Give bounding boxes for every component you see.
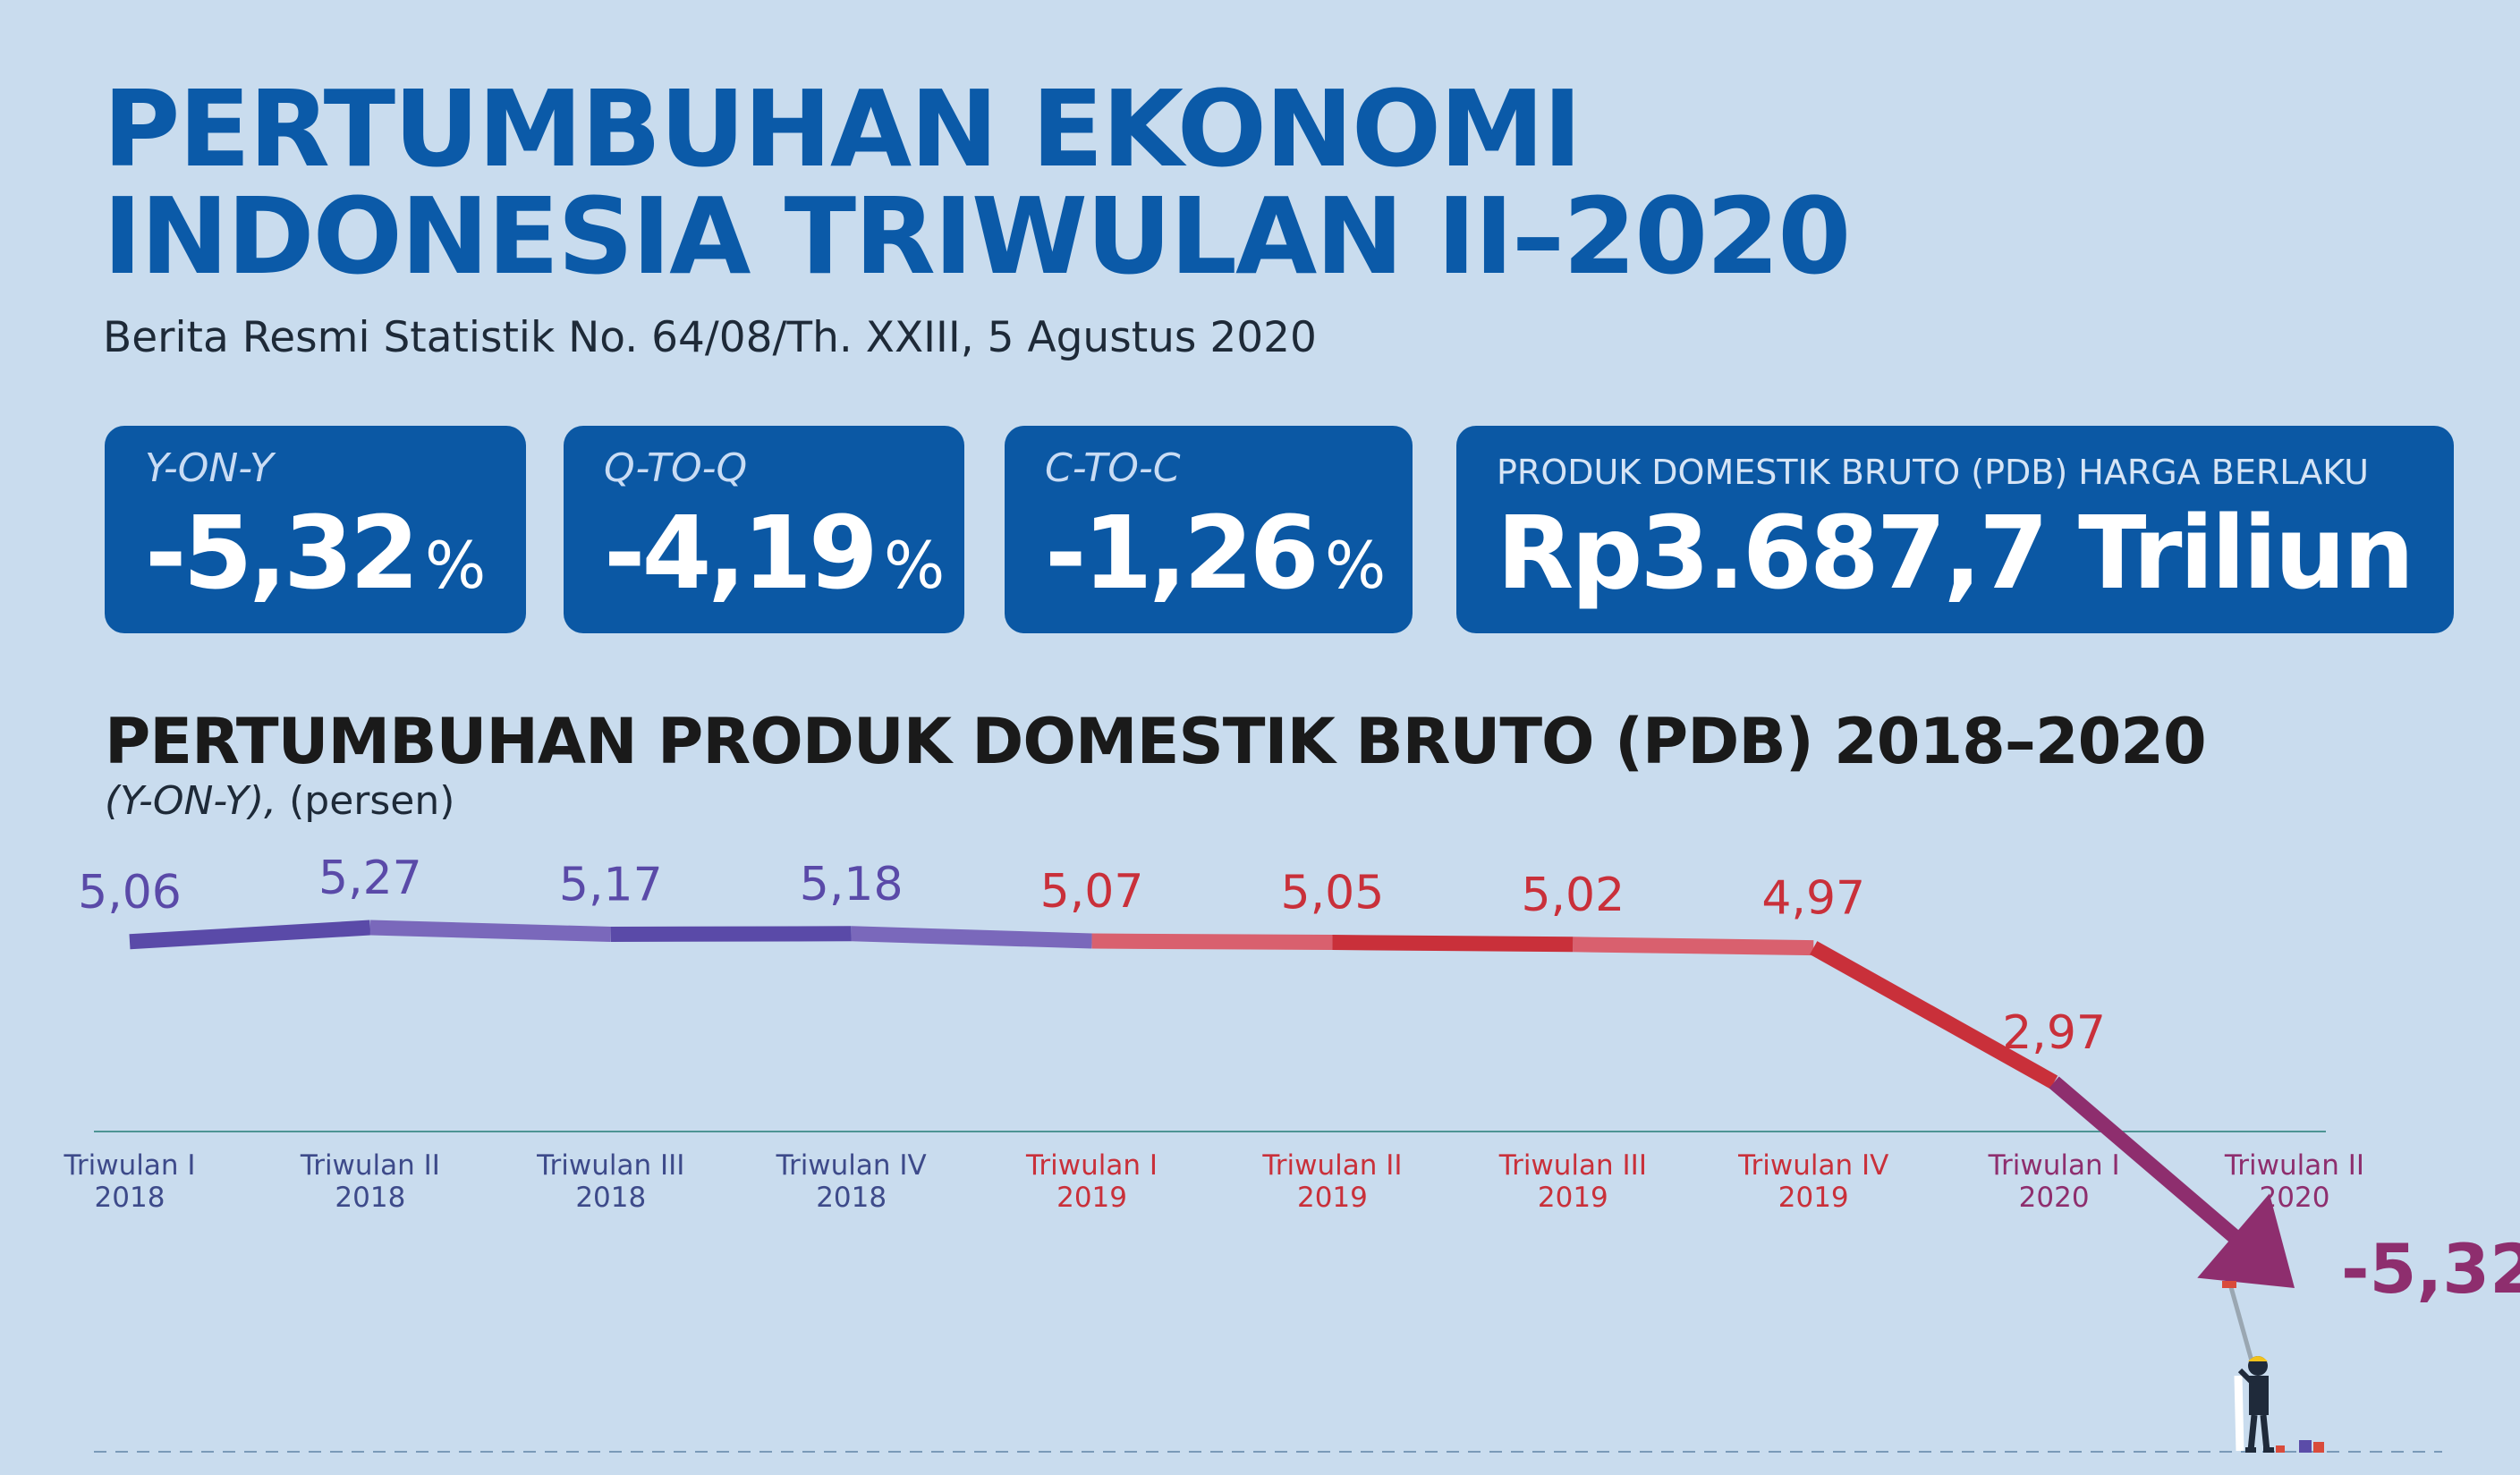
line-segment-6 bbox=[1332, 935, 1574, 953]
tick-label-5-year: 2019 bbox=[1056, 1182, 1127, 1214]
page-title-line-2: INDONESIA TRIWULAN II–2020 bbox=[103, 174, 1851, 298]
yoy-card: Y-ON-Y -5,32% bbox=[105, 426, 526, 633]
tick-label-10-year: 2020 bbox=[2260, 1182, 2330, 1214]
chart-title: PERTUMBUHAN PRODUK DOMESTIK BRUTO (PDB) … bbox=[105, 705, 2207, 778]
chart-subtitle-rest: (persen) bbox=[276, 778, 455, 824]
pdb-value: Rp3.687,7 Triliun bbox=[1497, 496, 2414, 612]
line-segment-5 bbox=[1091, 933, 1333, 951]
value-label-9: 2,97 bbox=[2002, 1006, 2106, 1060]
value-label-10: -5,32 bbox=[2341, 1229, 2520, 1309]
value-label-1: 5,06 bbox=[78, 866, 182, 920]
value-label-6: 5,05 bbox=[1281, 867, 1385, 920]
tick-label-3-year: 2018 bbox=[575, 1182, 646, 1214]
tick-label-6-quarter: Triwulan II bbox=[1261, 1149, 1402, 1182]
chart-arrowhead-group bbox=[2197, 1193, 2295, 1288]
arrowhead-mark bbox=[2197, 1193, 2295, 1288]
tick-label-10-quarter: Triwulan II bbox=[2224, 1149, 2364, 1182]
chart-segments bbox=[129, 920, 2266, 1265]
qtoq-card: Q-TO-Q -4,19% bbox=[564, 426, 964, 633]
page-title-line-1: PERTUMBUHAN EKONOMI bbox=[103, 67, 1582, 191]
tick-label-8-year: 2019 bbox=[1778, 1182, 1849, 1214]
tick-label-1-quarter: Triwulan I bbox=[64, 1149, 196, 1182]
qtoq-value: -4,19 bbox=[604, 496, 878, 612]
ctoc-label: C-TO-C bbox=[1045, 445, 1181, 491]
line-segment-9 bbox=[2049, 1076, 2266, 1265]
line-segment-1 bbox=[129, 920, 371, 950]
value-label-8: 4,97 bbox=[1761, 872, 1865, 926]
tick-label-5-quarter: Triwulan I bbox=[1025, 1149, 1158, 1182]
yoy-label: Y-ON-Y bbox=[145, 445, 274, 491]
ctoc-card: C-TO-C -1,26% bbox=[1005, 426, 1413, 633]
ctoc-unit: % bbox=[1324, 528, 1387, 603]
tick-label-7-year: 2019 bbox=[1538, 1182, 1608, 1214]
yoy-value-group: -5,32% bbox=[145, 496, 486, 612]
chart-value-labels: 5,06 5,27 5,17 5,18 5,07 5,05 5,02 4,97 2,97 -5,3… bbox=[78, 852, 2520, 1309]
tick-label-8-quarter: Triwulan IV bbox=[1737, 1149, 1888, 1182]
line-segment-7 bbox=[1573, 937, 1814, 956]
qtoq-label: Q-TO-Q bbox=[604, 445, 748, 491]
line-segment-8 bbox=[1810, 941, 2058, 1089]
tick-label-6-year: 2019 bbox=[1297, 1182, 1368, 1214]
page-subtitle: Berita Resmi Statistik No. 64/08/Th. XXI… bbox=[103, 313, 1317, 362]
value-label-3: 5,17 bbox=[559, 859, 663, 912]
tick-label-9-quarter: Triwulan I bbox=[1988, 1149, 2120, 1182]
line-segment-3 bbox=[610, 926, 852, 943]
yoy-unit: % bbox=[424, 528, 487, 603]
tick-label-7-quarter: Triwulan III bbox=[1498, 1149, 1647, 1182]
tick-label-2-year: 2018 bbox=[335, 1182, 405, 1214]
chart-subtitle: (Y-ON-Y), (persen) bbox=[105, 778, 454, 824]
value-label-2: 5,27 bbox=[318, 852, 422, 905]
value-label-4: 5,18 bbox=[800, 858, 904, 911]
yoy-value: -5,32 bbox=[145, 496, 420, 612]
tick-label-4-quarter: Triwulan IV bbox=[776, 1149, 927, 1182]
ctoc-value: -1,26 bbox=[1045, 496, 1319, 612]
tick-label-3-quarter: Triwulan III bbox=[536, 1149, 684, 1182]
value-label-5: 5,07 bbox=[1040, 865, 1144, 919]
ctoc-value-group: -1,26% bbox=[1045, 496, 1386, 612]
painter-figure-icon bbox=[2222, 1281, 2324, 1453]
qtoq-value-group: -4,19% bbox=[604, 496, 945, 612]
pdb-card: PRODUK DOMESTIK BRUTO (PDB) HARGA BERLAK… bbox=[1456, 426, 2454, 633]
line-segment-4 bbox=[851, 926, 1092, 949]
tick-label-4-year: 2018 bbox=[816, 1182, 887, 1214]
tick-label-9-year: 2020 bbox=[2019, 1182, 2090, 1214]
tick-label-2-quarter: Triwulan II bbox=[300, 1149, 440, 1182]
pdb-label: PRODUK DOMESTIK BRUTO (PDB) HARGA BERLAK… bbox=[1497, 453, 2369, 492]
value-label-7: 5,02 bbox=[1521, 869, 1625, 922]
qtoq-unit: % bbox=[883, 528, 946, 603]
line-segment-2 bbox=[369, 920, 612, 943]
tick-label-1-year: 2018 bbox=[95, 1182, 165, 1214]
chart-subtitle-italic: (Y-ON-Y), bbox=[105, 778, 277, 824]
